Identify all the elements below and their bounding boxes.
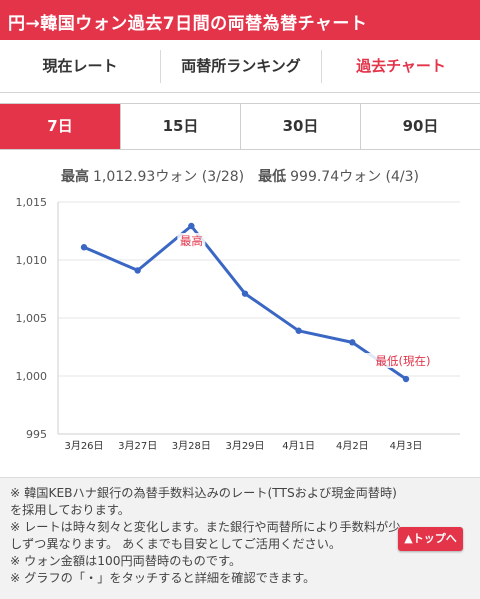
note-line: ※ レートは時々刻々と変化します。また銀行や両替所により手数料が少 bbox=[10, 520, 401, 534]
nav-divider bbox=[160, 50, 161, 83]
nav-current-rate[interactable]: 現在レート bbox=[42, 57, 118, 75]
back-to-top-button[interactable]: ▲トップへ bbox=[398, 527, 463, 551]
x-tick-label: 3月29日 bbox=[225, 440, 264, 452]
nav-divider bbox=[321, 50, 322, 83]
app-header: 円→韓国ウォン過去7日間の両替為替チャート bbox=[0, 0, 480, 40]
rate-summary: 最高 1,012.93ウォン (3/28) 最低 999.74ウォン (4/3) bbox=[0, 166, 480, 186]
low-value: 999.74ウォン (4/3) bbox=[290, 169, 420, 185]
data-point[interactable] bbox=[295, 327, 302, 334]
range-tabs: 7日 15日 30日 90日 bbox=[0, 103, 480, 150]
nav-exchange-ranking[interactable]: 両替所ランキング bbox=[181, 57, 301, 75]
tab-30-days[interactable]: 30日 bbox=[241, 104, 361, 149]
nav-past-chart[interactable]: 過去チャート bbox=[356, 57, 446, 75]
x-tick-label: 4月2日 bbox=[336, 440, 369, 452]
annotation-high: 最高 bbox=[180, 234, 203, 248]
data-point[interactable] bbox=[402, 375, 410, 383]
x-tick-label: 4月1日 bbox=[282, 440, 315, 452]
y-tick-label: 1,010 bbox=[16, 254, 48, 267]
y-tick-label: 1,015 bbox=[16, 196, 48, 209]
x-tick-label: 3月26日 bbox=[64, 440, 103, 452]
note-line: を採用しております。 bbox=[10, 503, 130, 517]
note-line: ※ グラフの「・」をタッチすると詳細を確認できます。 bbox=[10, 571, 316, 585]
x-tick-label: 4月3日 bbox=[390, 440, 423, 452]
tab-7-days[interactable]: 7日 bbox=[0, 104, 121, 149]
data-point[interactable] bbox=[241, 290, 249, 297]
low-label: 最低 bbox=[258, 169, 287, 185]
tab-90-days[interactable]: 90日 bbox=[402, 117, 439, 135]
annotation-low: 最低(現在) bbox=[376, 354, 431, 368]
high-value: 1,012.93ウォン (3/28) bbox=[92, 169, 245, 185]
note-line: ※ 韓国KEBハナ銀行の為替手数料込みのレート(TTSおよび現金両替時) bbox=[10, 486, 397, 500]
y-tick-label: 995 bbox=[26, 428, 47, 441]
annotation-bg bbox=[177, 233, 206, 249]
data-point[interactable] bbox=[80, 244, 88, 251]
main-nav: 現在レート 両替所ランキング 過去チャート bbox=[0, 40, 480, 93]
data-point[interactable] bbox=[188, 222, 195, 230]
tab-15-days[interactable]: 15日 bbox=[121, 104, 241, 149]
page-title: 円→韓国ウォン過去7日間の両替為替チャート bbox=[8, 14, 368, 34]
note-line: しずつ異なります。 あくまでも目安としてご活用ください。 bbox=[10, 537, 342, 551]
rate-line-chart[interactable]: 995 1,000 1,005 1,010 1,015 3月26日 3月27日 3月28日 3月… bbox=[0, 190, 480, 460]
data-point[interactable] bbox=[134, 267, 141, 274]
y-tick-label: 1,000 bbox=[16, 370, 48, 383]
x-tick-label: 3月27日 bbox=[118, 440, 157, 452]
y-tick-label: 1,005 bbox=[16, 312, 48, 325]
series-line bbox=[82, 224, 408, 381]
annotation-bg bbox=[365, 353, 447, 369]
note-line: ※ ウォン金額は100円両替時のものです。 bbox=[10, 554, 242, 568]
data-point[interactable] bbox=[349, 339, 356, 346]
high-label: 最高 bbox=[60, 169, 89, 185]
x-tick-label: 3月28日 bbox=[172, 440, 211, 452]
